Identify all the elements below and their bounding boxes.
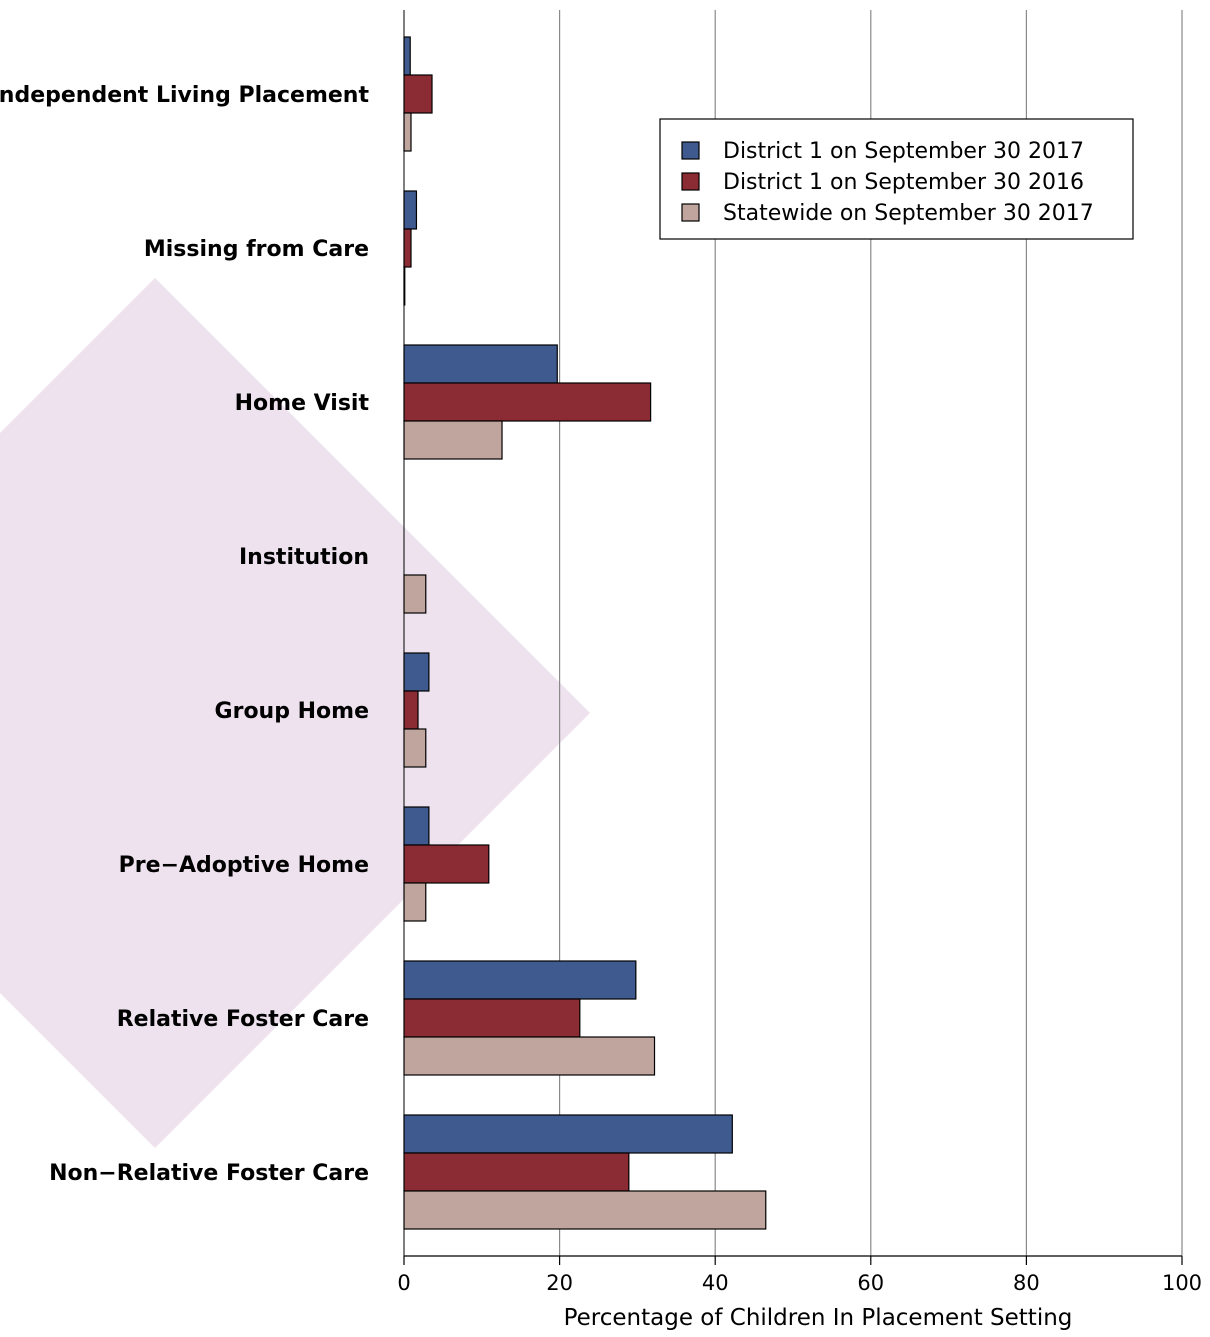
bar-5-1 bbox=[403, 844, 490, 884]
bar-2-1 bbox=[403, 382, 652, 422]
bar-1-0 bbox=[403, 190, 418, 230]
category-label-2: Home Visit bbox=[235, 391, 370, 416]
bar-5-2 bbox=[403, 882, 427, 922]
x-axis: 0 20 40 60 80 100 bbox=[397, 10, 1202, 1295]
category-label-3: Institution bbox=[239, 545, 369, 570]
bar-0-0 bbox=[403, 36, 411, 76]
category-labels: Independent Living Placement Missing from… bbox=[0, 83, 369, 1186]
bar-7-1 bbox=[403, 1152, 630, 1192]
legend: District 1 on September 30 2017 District … bbox=[659, 118, 1134, 240]
legend-swatch-2 bbox=[681, 203, 700, 222]
bar-4-1 bbox=[403, 690, 419, 730]
x-tick-label-60: 60 bbox=[857, 1271, 884, 1295]
bar-7-2 bbox=[403, 1190, 767, 1230]
bar-4-0 bbox=[403, 652, 430, 692]
bar-6-0 bbox=[403, 960, 637, 1000]
category-label-5: Pre−Adoptive Home bbox=[119, 853, 369, 878]
x-tick-label-100: 100 bbox=[1162, 1271, 1202, 1295]
category-label-7: Non−Relative Foster Care bbox=[49, 1161, 369, 1186]
legend-swatch-0 bbox=[681, 141, 700, 160]
bars bbox=[403, 36, 767, 1230]
bar-0-2 bbox=[403, 112, 412, 152]
legend-swatch-1 bbox=[681, 172, 700, 191]
category-label-1: Missing from Care bbox=[144, 237, 369, 262]
bar-2-0 bbox=[403, 344, 558, 384]
bar-5-0 bbox=[403, 806, 430, 846]
bar-7-0 bbox=[403, 1114, 733, 1154]
bar-6-2 bbox=[403, 1036, 656, 1076]
x-tick-label-80: 80 bbox=[1013, 1271, 1040, 1295]
background-diamond-decoration bbox=[0, 278, 590, 1148]
bar-3-2 bbox=[403, 574, 427, 614]
legend-label-1: District 1 on September 30 2016 bbox=[723, 170, 1084, 195]
legend-label-2: Statewide on September 30 2017 bbox=[723, 201, 1094, 226]
category-label-0: Independent Living Placement bbox=[0, 83, 369, 108]
bar-2-2 bbox=[403, 420, 503, 460]
legend-box bbox=[659, 118, 1134, 240]
x-tick-label-0: 0 bbox=[397, 1271, 410, 1295]
x-axis-title: Percentage of Children In Placement Sett… bbox=[564, 1305, 1073, 1331]
x-tick-label-20: 20 bbox=[546, 1271, 573, 1295]
category-label-6: Relative Foster Care bbox=[117, 1007, 369, 1032]
bar-4-2 bbox=[403, 728, 427, 768]
bar-1-1 bbox=[403, 228, 412, 268]
x-tick-label-40: 40 bbox=[702, 1271, 729, 1295]
bar-6-1 bbox=[403, 998, 581, 1038]
category-label-4: Group Home bbox=[215, 699, 369, 724]
bar-0-1 bbox=[403, 74, 433, 114]
legend-label-0: District 1 on September 30 2017 bbox=[723, 139, 1084, 164]
